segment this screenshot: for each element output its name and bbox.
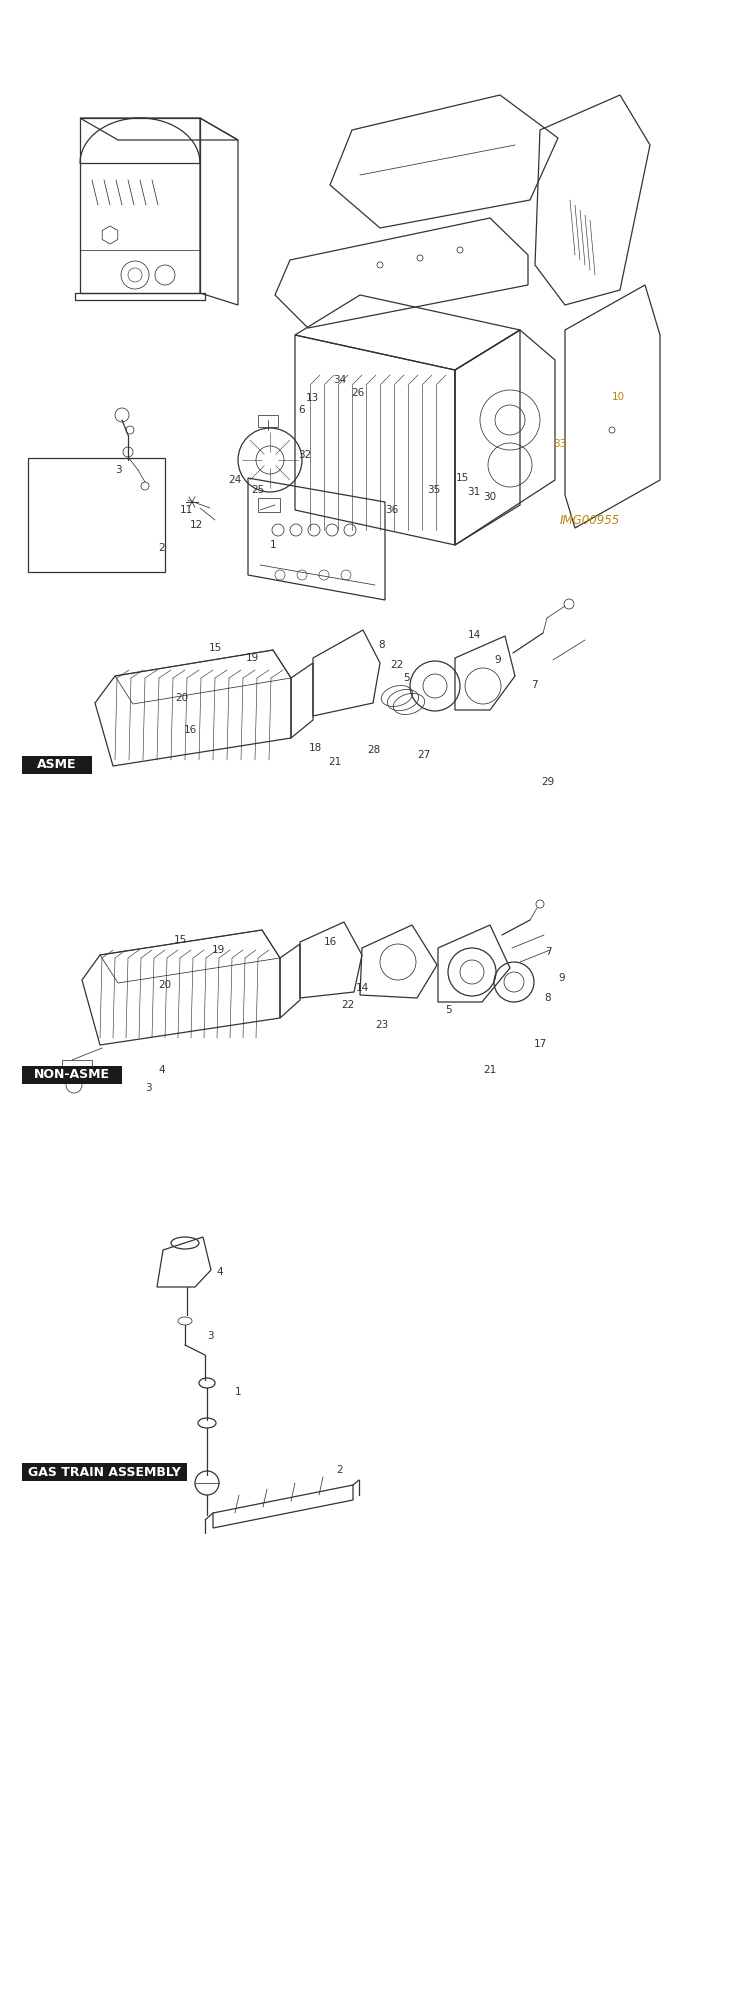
Text: 24: 24: [229, 474, 241, 484]
Text: 11: 11: [180, 504, 193, 514]
Text: 1: 1: [235, 1388, 241, 1396]
Text: 16: 16: [323, 936, 337, 948]
Text: 35: 35: [427, 484, 441, 494]
Bar: [258, 416, 278, 428]
Text: 9: 9: [559, 974, 566, 982]
Text: 4: 4: [217, 1268, 223, 1278]
Text: 7: 7: [544, 948, 551, 958]
Bar: [258, 498, 280, 512]
Text: 3: 3: [207, 1332, 214, 1340]
Text: 20: 20: [159, 980, 171, 990]
Text: 14: 14: [468, 630, 481, 640]
Text: 31: 31: [468, 486, 481, 496]
Text: 13: 13: [305, 392, 319, 404]
Text: 32: 32: [299, 450, 311, 460]
Text: 22: 22: [341, 1000, 355, 1010]
Text: 5: 5: [444, 1004, 451, 1016]
Text: GAS TRAIN ASSEMBLY: GAS TRAIN ASSEMBLY: [28, 1466, 181, 1478]
Text: 16: 16: [183, 724, 196, 734]
Text: 3: 3: [115, 464, 121, 474]
Text: 6: 6: [299, 404, 305, 416]
Text: 3: 3: [144, 1084, 151, 1092]
Text: 9: 9: [495, 656, 502, 664]
FancyBboxPatch shape: [22, 756, 92, 774]
Text: 21: 21: [484, 1064, 496, 1076]
Text: 30: 30: [484, 492, 496, 502]
Text: 22: 22: [390, 660, 404, 670]
Text: 15: 15: [456, 472, 468, 482]
Text: 15: 15: [174, 936, 186, 946]
Text: 26: 26: [351, 388, 365, 398]
Text: 33: 33: [553, 440, 566, 450]
Text: 21: 21: [329, 756, 341, 766]
Text: 8: 8: [379, 640, 385, 650]
Text: 34: 34: [333, 376, 347, 384]
Text: 28: 28: [368, 744, 381, 754]
Text: 19: 19: [211, 946, 225, 956]
Text: IMG00955: IMG00955: [560, 514, 620, 526]
Text: 1: 1: [270, 540, 276, 550]
Bar: [62, 1060, 92, 1078]
Text: 27: 27: [417, 750, 431, 760]
Text: 15: 15: [208, 644, 222, 652]
FancyBboxPatch shape: [22, 1464, 187, 1480]
Text: 2: 2: [159, 542, 165, 552]
Text: 10: 10: [611, 392, 625, 402]
Text: 36: 36: [385, 504, 399, 514]
Text: NON-ASME: NON-ASME: [34, 1068, 110, 1082]
Text: ASME: ASME: [38, 758, 77, 772]
Text: 17: 17: [533, 1040, 547, 1048]
Text: 12: 12: [190, 520, 202, 530]
Text: 19: 19: [245, 652, 259, 664]
Text: 23: 23: [375, 1020, 389, 1030]
Text: 25: 25: [251, 484, 265, 494]
Text: 20: 20: [175, 694, 189, 704]
Text: 7: 7: [531, 680, 538, 690]
FancyBboxPatch shape: [22, 1066, 122, 1084]
Text: 4: 4: [159, 1064, 165, 1076]
Text: 5: 5: [404, 672, 411, 684]
Text: 18: 18: [308, 742, 322, 752]
Text: 14: 14: [356, 982, 368, 992]
Text: 8: 8: [544, 992, 551, 1004]
Text: 2: 2: [337, 1464, 344, 1476]
Text: 29: 29: [541, 776, 555, 786]
